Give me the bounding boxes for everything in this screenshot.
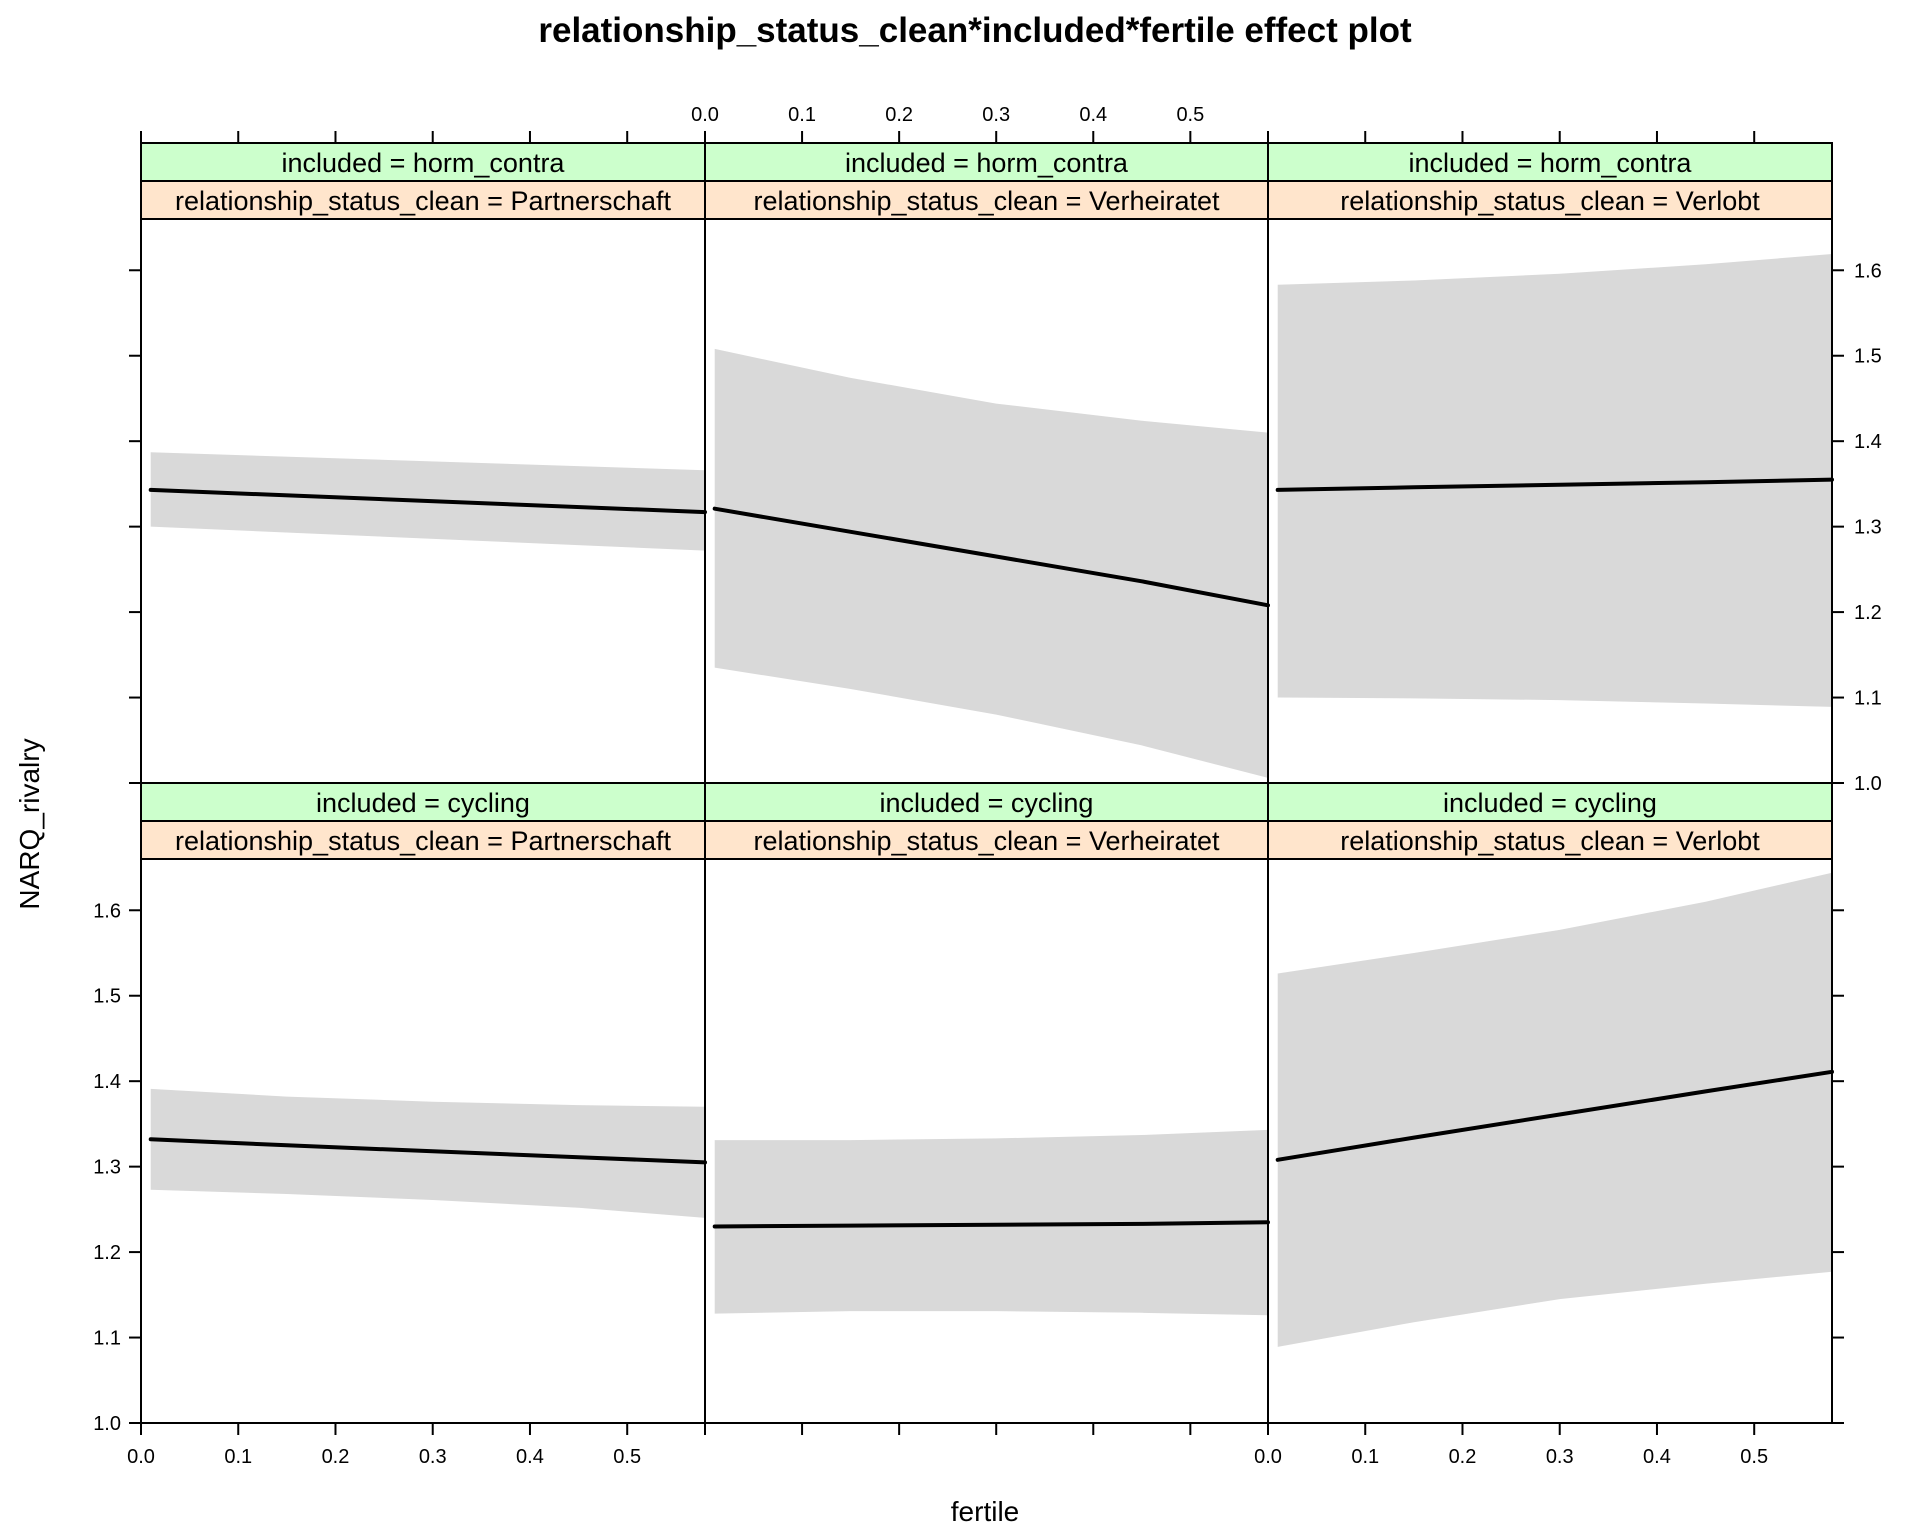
x-axis-title: fertile: [951, 1496, 1019, 1527]
confidence-band: [1277, 872, 1832, 1347]
y-tick-label: 1.2: [93, 1242, 121, 1264]
confidence-band: [1277, 254, 1832, 707]
x-tick-label: 0.4: [516, 1446, 544, 1468]
x-tick-label: 0.4: [1079, 104, 1107, 126]
confidence-band: [714, 348, 1268, 778]
y-tick-label: 1.0: [1854, 773, 1882, 795]
x-tick-label: 0.3: [1546, 1446, 1574, 1468]
strip-included-label: included = horm_contra: [1409, 148, 1693, 178]
x-tick-label: 0.0: [1254, 1446, 1282, 1468]
y-tick-label: 1.3: [1854, 517, 1882, 539]
x-tick-label: 0.5: [613, 1446, 641, 1468]
strip-included-label: included = horm_contra: [282, 148, 566, 178]
y-tick-label: 1.3: [93, 1157, 121, 1179]
panel-top-1: included = horm_contra relationship_statu…: [704, 142, 1270, 784]
panel-bottom-0: included = cycling relationship_status_cl…: [140, 782, 707, 1424]
strip-relationship-label: relationship_status_clean = Verheiratet: [753, 186, 1220, 216]
strip-relationship-label: relationship_status_clean = Verlobt: [1340, 826, 1760, 856]
fit-line: [712, 1220, 1270, 1229]
y-tick-label: 1.4: [1854, 431, 1882, 453]
x-tick-label: 0.2: [885, 104, 913, 126]
y-tick-label: 1.6: [1854, 260, 1882, 282]
strip-relationship-label: relationship_status_clean = Partnerschaf…: [175, 186, 672, 216]
x-tick-label: 0.0: [127, 1446, 155, 1468]
chart-title: relationship_status_clean*included*ferti…: [538, 11, 1412, 50]
strip-included-label: included = horm_contra: [845, 148, 1129, 178]
y-tick-label: 1.2: [1854, 602, 1882, 624]
y-tick-label: 1.4: [93, 1071, 121, 1093]
y-axis-title: NARQ_rivalry: [14, 738, 45, 909]
y-tick-label: 1.5: [1854, 346, 1882, 368]
x-tick-label: 0.1: [788, 104, 816, 126]
x-tick-label: 0.5: [1740, 1446, 1768, 1468]
fit-line: [712, 506, 1270, 608]
strip-relationship-label: relationship_status_clean = Verheiratet: [753, 826, 1220, 856]
x-tick-label: 0.1: [224, 1446, 252, 1468]
y-tick-label: 1.0: [93, 1413, 121, 1435]
x-tick-label: 0.2: [1449, 1446, 1477, 1468]
panel-bottom-1: included = cycling relationship_status_cl…: [704, 782, 1270, 1424]
confidence-band: [714, 1129, 1268, 1316]
strip-included-label: included = cycling: [316, 788, 530, 818]
strip-relationship-label: relationship_status_clean = Verlobt: [1340, 186, 1760, 216]
fit-line: [1275, 1069, 1834, 1162]
fit-line: [148, 1137, 707, 1165]
x-tick-label: 0.2: [322, 1446, 350, 1468]
strip-relationship: [1267, 820, 1833, 860]
x-tick-label: 0.3: [419, 1446, 447, 1468]
y-tick-label: 1.6: [93, 900, 121, 922]
panel-border: [1267, 782, 1833, 1424]
panel-top-0: included = horm_contra relationship_statu…: [140, 142, 707, 784]
panel-border: [704, 782, 1269, 1424]
strip-relationship: [1267, 180, 1833, 220]
y-tick-label: 1.5: [93, 986, 121, 1008]
x-tick-label: 0.4: [1643, 1446, 1671, 1468]
y-tick-label: 1.1: [93, 1328, 121, 1350]
panels-layer: included = horm_contra relationship_statu…: [140, 142, 1834, 1424]
confidence-band: [150, 1088, 705, 1218]
x-tick-label: 0.1: [1351, 1446, 1379, 1468]
fit-line: [148, 487, 707, 515]
x-tick-label: 0.5: [1176, 104, 1204, 126]
x-tick-label: 0.3: [982, 104, 1010, 126]
x-tick-label: 0.0: [691, 104, 719, 126]
panel-bottom-2: included = cycling relationship_status_cl…: [1267, 782, 1834, 1424]
strip-included-label: included = cycling: [1443, 788, 1657, 818]
y-tick-label: 1.1: [1854, 688, 1882, 710]
strip-relationship-label: relationship_status_clean = Partnerschaf…: [175, 826, 672, 856]
axes-layer: 0.0 0.1 0.2 0.3 0.4 0.5 0.0 0.1 0.2 0.3 0.4 0.5 0.0 0…: [93, 104, 1882, 1468]
strip-included-label: included = cycling: [880, 788, 1094, 818]
fit-line: [1275, 477, 1834, 492]
panel-top-2: included = horm_contra relationship_statu…: [1267, 142, 1834, 784]
